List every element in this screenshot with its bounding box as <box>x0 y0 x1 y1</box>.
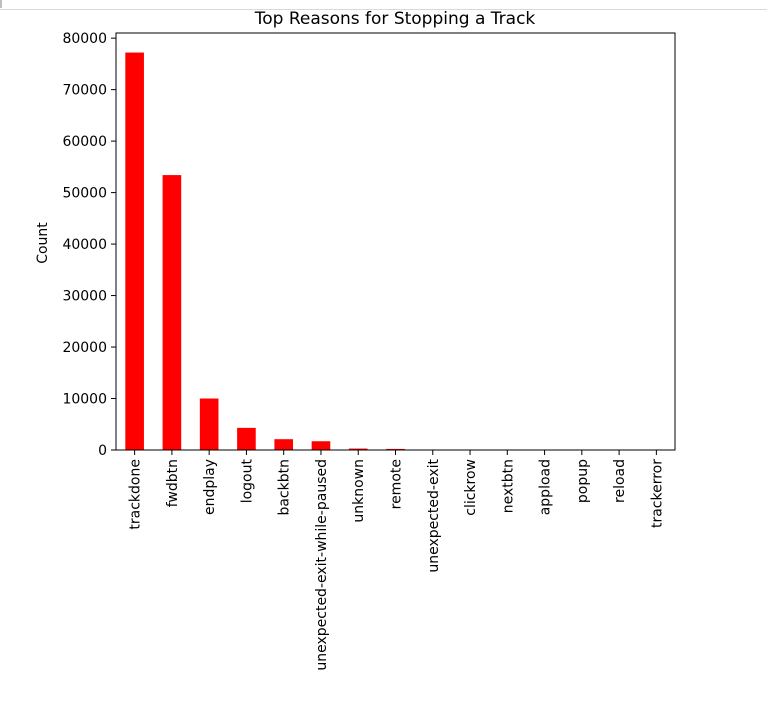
x-tick-label: fwdbtn <box>165 459 181 507</box>
bar-backbtn <box>274 439 294 450</box>
y-tick-label: 20000 <box>62 340 107 356</box>
plot-frame <box>115 32 676 451</box>
x-tick-label: trackerror <box>649 459 665 528</box>
y-tick-label: 30000 <box>62 289 107 305</box>
y-tick-label: 40000 <box>62 237 107 253</box>
x-tick-label: endplay <box>202 459 218 515</box>
y-tick-label: 60000 <box>62 134 107 150</box>
x-tick-label: clickrow <box>463 459 479 516</box>
x-tick-label: backbtn <box>277 459 293 516</box>
bar-trackdone <box>125 52 144 451</box>
x-tick-label: appload <box>538 459 554 515</box>
x-axis-ticks: trackdone fwdbtn endplay logout backbtn unexp… <box>128 450 665 671</box>
top-edge-mark <box>0 0 2 8</box>
y-axis-ticks: 0 10000 20000 30000 40000 50000 60000 70000 8000… <box>62 31 116 459</box>
x-tick-label: unexpected-exit-while-paused <box>314 459 330 671</box>
bar-logout <box>237 427 256 450</box>
y-tick-label: 50000 <box>62 186 107 202</box>
bar-endplay <box>199 398 219 450</box>
y-tick-label: 10000 <box>62 392 107 408</box>
top-divider <box>0 9 767 10</box>
x-tick-label: unknown <box>351 459 367 523</box>
x-tick-label: unexpected-exit <box>426 458 442 572</box>
x-tick-label: trackdone <box>128 459 144 530</box>
bars-group <box>125 52 666 451</box>
y-tick-label: 70000 <box>62 83 107 99</box>
x-tick-label: remote <box>389 459 405 509</box>
bar-fwdbtn <box>162 175 182 451</box>
bar-unknown <box>348 448 368 450</box>
bar-unexpected-exit-while-paused <box>311 441 331 450</box>
y-tick-label: 80000 <box>62 31 107 47</box>
x-tick-label: popup <box>575 459 591 503</box>
x-tick-label: logout <box>239 459 255 504</box>
bar-remote <box>386 448 405 450</box>
x-tick-label: reload <box>612 459 628 503</box>
y-tick-label: 0 <box>98 443 107 459</box>
x-tick-label: nextbtn <box>500 459 516 513</box>
chart-title: Top Reasons for Stopping a Track <box>254 9 536 29</box>
y-axis-label: Count <box>35 222 51 264</box>
